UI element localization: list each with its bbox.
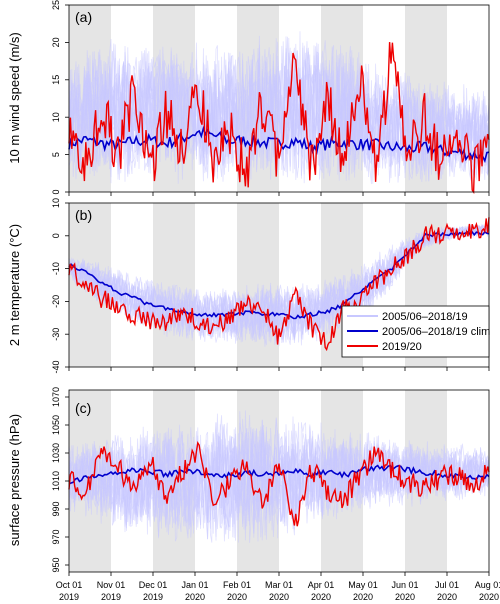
series-historical-trace (68, 40, 490, 183)
y-axis-label-c: surface pressure (hPa) (7, 414, 22, 546)
x-tick-label-year: 2020 (269, 592, 289, 602)
x-tick-label: Jul 01 (435, 580, 459, 590)
x-tick-label-year: 2020 (395, 592, 415, 602)
x-tick-label: Jan 01 (181, 580, 208, 590)
series-historical-trace (68, 225, 490, 340)
panel-a: 0 5 10 15 20 25 (a) 10 m wind speed (m/s) (7, 0, 490, 196)
legend: 2005/06–2018/19 2005/06–2018/19 clim 201… (341, 305, 490, 358)
legend-label-clim: 2005/06–2018/19 clim (382, 326, 490, 338)
x-tick-label: Oct 01 (56, 580, 83, 590)
x-tick-label-year: 2020 (227, 592, 247, 602)
y-tick-label: 1050 (51, 415, 61, 435)
legend-label-2019: 2019/20 (382, 341, 422, 353)
series-historical-trace (68, 223, 490, 342)
axes-b: -40 -30 -20 -10 0 10 (51, 198, 490, 374)
x-tick-label-year: 2020 (437, 592, 457, 602)
x-tick-label-year: 2019 (101, 592, 121, 602)
x-tick-label-year: 2020 (185, 592, 205, 602)
x-tick-label: May 01 (348, 580, 378, 590)
y-tick-label: 10 (51, 112, 61, 122)
axes-c: 950 970 990 1010 1030 1050 1070 (51, 387, 490, 576)
y-axis-label-b: 2 m temperature (°C) (7, 224, 22, 346)
y-tick-label: 1010 (51, 471, 61, 491)
y-tick-label: -30 (51, 328, 61, 341)
series-climatology (68, 464, 490, 485)
legend-label-band: 2005/06–2018/19 (382, 311, 468, 323)
x-tick-label: Apr 01 (308, 580, 335, 590)
x-tick-label: Aug 01 (475, 580, 500, 590)
y-tick-label: -40 (51, 360, 61, 373)
y-tick-label: 1030 (51, 443, 61, 463)
series-climatology (68, 125, 490, 164)
y-tick-label: 5 (51, 152, 61, 157)
x-tick-label-year: 2020 (353, 592, 373, 602)
panel-label-a: (a) (75, 9, 92, 25)
y-tick-label: 0 (51, 233, 61, 238)
x-tick-label-year: 2019 (59, 592, 79, 602)
y-tick-label: 20 (51, 37, 61, 47)
series-historical-trace (68, 410, 490, 540)
y-tick-label: 10 (51, 198, 61, 208)
y-tick-label: 25 (51, 0, 61, 10)
series-2019-20 (68, 217, 490, 352)
x-tick-label: Mar 01 (265, 580, 293, 590)
y-tick-label: -10 (51, 262, 61, 275)
y-tick-label: 970 (51, 529, 61, 544)
y-tick-label: 990 (51, 501, 61, 516)
x-tick-label: Dec 01 (139, 580, 168, 590)
x-tick-label-year: 2020 (311, 592, 331, 602)
y-axis-label-a: 10 m wind speed (m/s) (7, 32, 22, 164)
series-2019-20 (68, 42, 490, 195)
panel-c: 950 970 990 1010 1030 1050 1070 (c) surface pr… (7, 387, 490, 576)
y-tick-label: -20 (51, 295, 61, 308)
y-tick-label: 0 (51, 189, 61, 194)
x-tick-label: Feb 01 (223, 580, 251, 590)
x-tick-label-year: 2019 (143, 592, 163, 602)
panel-label-c: (c) (75, 400, 91, 416)
y-tick-label: 15 (51, 75, 61, 85)
x-axis: Oct 01 2019 Nov 01 2019 Dec 01 2019 Jan 01 2020… (56, 580, 500, 602)
series-2019-20 (68, 440, 490, 527)
plot-a (68, 31, 490, 195)
axes-a: 0 5 10 15 20 25 (51, 0, 490, 196)
x-tick-label-year: 2020 (479, 592, 499, 602)
y-tick-label: 1070 (51, 387, 61, 407)
panel-label-b: (b) (75, 207, 92, 223)
plot-b (68, 217, 490, 352)
y-tick-label: 950 (51, 557, 61, 572)
plot-c (68, 410, 490, 543)
x-tick-label: Jun 01 (391, 580, 418, 590)
x-tick-label: Nov 01 (97, 580, 126, 590)
series-climatology (68, 230, 490, 320)
